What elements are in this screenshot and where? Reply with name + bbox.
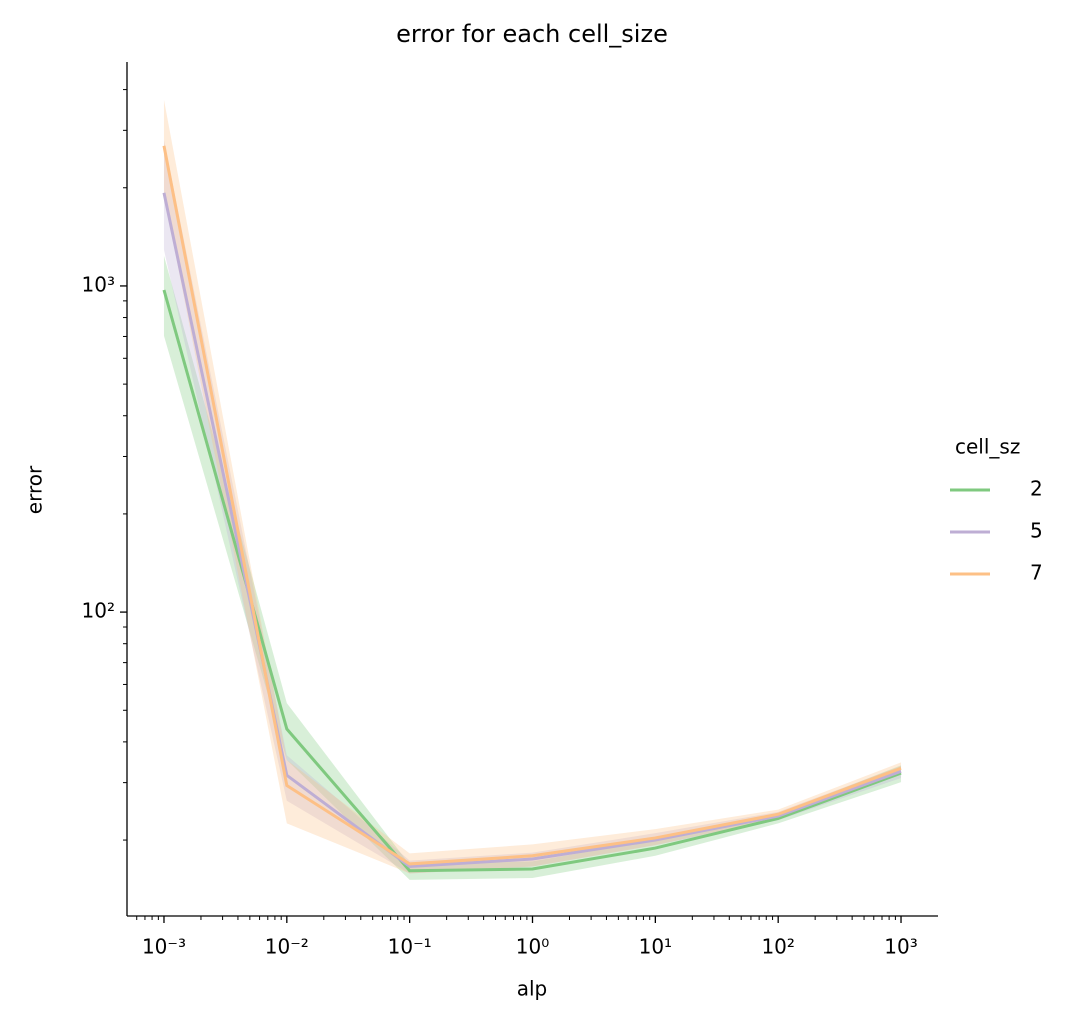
- y-axis-label: error: [23, 465, 47, 514]
- y-tick-label: 10²: [82, 599, 115, 623]
- confidence-band: [163, 140, 902, 874]
- x-axis-label: alp: [517, 977, 548, 1001]
- legend-label: 5: [1030, 519, 1043, 543]
- chart-title: error for each cell_size: [396, 20, 668, 48]
- confidence-band: [163, 255, 902, 880]
- x-tick-label: 10⁻³: [142, 935, 186, 959]
- x-tick-label: 10⁻¹: [388, 935, 432, 959]
- series-line: [162, 289, 902, 873]
- legend-title: cell_sz: [955, 435, 1020, 459]
- x-tick-label: 10⁻²: [265, 935, 309, 959]
- x-tick-label: 10¹: [639, 935, 672, 959]
- series-line: [162, 192, 902, 868]
- x-tick-label: 10⁰: [516, 935, 549, 959]
- series-line: [162, 145, 902, 866]
- legend-label: 2: [1030, 477, 1043, 501]
- confidence-band: [163, 99, 902, 874]
- x-tick-label: 10²: [761, 935, 794, 959]
- legend-label: 7: [1030, 561, 1043, 585]
- y-tick-label: 10³: [82, 272, 115, 296]
- x-tick-label: 10³: [884, 935, 917, 959]
